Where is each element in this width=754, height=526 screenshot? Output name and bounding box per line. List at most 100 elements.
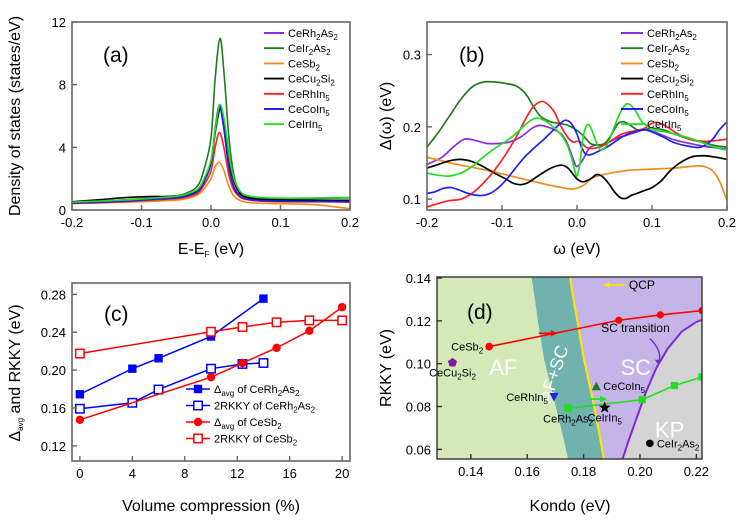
ytick-c-3: 0.24 xyxy=(41,325,66,340)
xtick-b-3: 0.1 xyxy=(643,215,661,230)
marker xyxy=(206,363,216,374)
xtick-c-0: 0 xyxy=(76,466,83,481)
panel-a-ylabel: Density of states (states/eV) xyxy=(7,16,24,216)
path-marker xyxy=(698,307,702,315)
marker xyxy=(153,384,164,395)
ytick-a-0: 0 xyxy=(59,203,66,218)
panel-b-svg: -0.2 -0.1 0.0 0.1 0.2 0.1 0.2 0.3 (b) ω (eV) Δ(… xyxy=(378,21,736,258)
marker xyxy=(193,400,203,411)
annotation-sc-transition: SC transition xyxy=(601,321,670,335)
marker xyxy=(206,373,216,382)
path-marker xyxy=(615,316,623,324)
point-label-CeSb: CeSb2 xyxy=(451,342,484,356)
xtick-d-0: 0.14 xyxy=(458,464,483,479)
annotation-qcp: QCP xyxy=(629,278,655,292)
legend-label-b-5: CeCoIn5 xyxy=(647,104,689,118)
ytick-b-2: 0.3 xyxy=(403,48,421,63)
panel-d-label: (d) xyxy=(467,301,493,324)
panel-a-ticks: -0.2 -0.1 0.0 0.1 0.2 0 4 8 12 xyxy=(52,15,360,230)
marker xyxy=(304,315,315,326)
panel-c-svg: 0 4 8 12 16 20 0.12 0.16 0.20 0.24 0.28 (c) Volume… xyxy=(7,282,351,515)
path-arrowhead xyxy=(550,330,558,337)
xtick-c-1: 4 xyxy=(129,466,136,481)
legend-label-a-0: CeRh2As2 xyxy=(288,28,338,42)
xtick-a-0: -0.2 xyxy=(61,215,83,230)
marker xyxy=(75,390,85,399)
panel-b-label: (b) xyxy=(459,44,485,67)
marker xyxy=(237,322,248,332)
marker xyxy=(337,315,348,326)
marker xyxy=(271,317,282,328)
ytick-d-2: 0.10 xyxy=(406,357,431,372)
panel-a-xlabel: E-EF (eV) xyxy=(178,241,244,259)
ytick-d-4: 0.14 xyxy=(406,271,431,286)
panel-c-xlabel: Volume compression (%) xyxy=(122,498,300,515)
ytick-a-1: 4 xyxy=(59,140,66,155)
xtick-d-2: 0.18 xyxy=(571,464,596,479)
curve-CeIrIn5 xyxy=(427,102,727,178)
marker xyxy=(238,358,247,368)
point-label-CeRh: CeRh2As2 xyxy=(543,413,593,427)
xtick-d-1: 0.16 xyxy=(515,464,540,479)
panel-c-ylabel: Δavg and RKKY (eV) xyxy=(7,304,25,441)
path-marker xyxy=(638,396,646,404)
ytick-c-2: 0.20 xyxy=(41,363,66,378)
ytick-a-3: 12 xyxy=(52,15,66,30)
marker xyxy=(258,358,269,368)
curve-CeSb2 xyxy=(71,161,351,210)
ytick-a-2: 8 xyxy=(59,78,66,93)
xtick-b-0: -0.2 xyxy=(416,215,438,230)
ytick-b-1: 0.2 xyxy=(403,120,421,135)
legend-label-a-6: CeIrIn5 xyxy=(288,119,323,133)
path-arrowhead xyxy=(600,395,608,403)
marker xyxy=(154,354,163,363)
sc-transition-arrowhead xyxy=(654,359,663,365)
xtick-a-4: 0.2 xyxy=(341,215,359,230)
region-label-kp: KP xyxy=(655,418,684,443)
legend-label-c-1: 2RKKY of CeRh2As2 xyxy=(214,401,316,415)
panel-d: AF SC KP AF+SC QCP SC transition CeSb2 CeCu2Si… xyxy=(377,263,754,526)
point-marker-CeIrIn xyxy=(598,401,611,413)
ytick-b-0: 0.1 xyxy=(403,192,421,207)
curve-CeRhIn5 xyxy=(427,100,727,208)
xtick-b-2: 0.0 xyxy=(568,215,586,230)
sc-transition-leader xyxy=(649,337,661,362)
region-afsc xyxy=(531,277,604,459)
ytick-c-4: 0.28 xyxy=(41,287,66,302)
panel-d-xlabel: Kondo (eV) xyxy=(530,498,611,515)
marker xyxy=(337,302,347,312)
legend-label-a-2: CeSb2 xyxy=(288,58,321,72)
marker xyxy=(193,384,203,394)
point-marker-CeCu xyxy=(447,357,458,367)
panel-c-ticks: 0 4 8 12 16 20 0.12 0.16 0.20 0.24 0.28 xyxy=(41,287,350,481)
marker xyxy=(193,433,203,444)
panel-b-curves xyxy=(427,80,727,208)
panel-d-ylabel: RKKY (eV) xyxy=(378,329,395,407)
marker xyxy=(74,348,85,359)
region-label-af: AF xyxy=(489,355,517,380)
curve-CeCu2Si2 xyxy=(427,154,727,200)
xtick-b-4: 0.2 xyxy=(718,215,736,230)
panel-d-axes-box xyxy=(436,276,703,460)
panel-c-label: (c) xyxy=(104,303,129,326)
panel-d-regions xyxy=(437,277,702,459)
xtick-d-4: 0.22 xyxy=(684,464,709,479)
curve-CeRh2As2 xyxy=(427,124,727,168)
xtick-b-1: -0.1 xyxy=(491,215,513,230)
region-label-sc: SC xyxy=(620,355,651,380)
legend-label-a-4: CeRhIn5 xyxy=(288,89,330,103)
curve-CeCoIn5 xyxy=(427,119,727,197)
marker xyxy=(206,326,216,337)
marker xyxy=(259,294,268,303)
series-Davg of CeSb2 xyxy=(79,306,343,421)
point-marker-CeRhIn xyxy=(549,392,559,402)
panel-c-legend: Δavg of CeRh2As2 2RKKY of CeRh2As2 Δavg of… xyxy=(186,384,316,448)
curve-CeIrIn5 xyxy=(71,103,351,203)
panel-c-axes-box xyxy=(71,282,351,462)
legend-label-a-3: CeCu2Si2 xyxy=(288,74,335,88)
qcp-arrowhead xyxy=(603,281,610,288)
path-marker xyxy=(656,311,664,319)
